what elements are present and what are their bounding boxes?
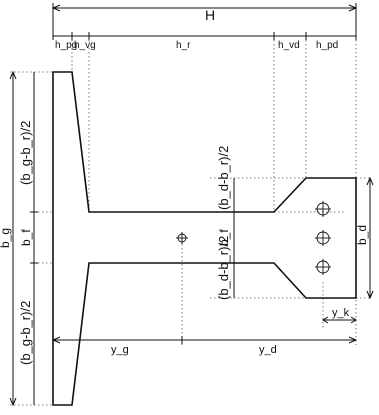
- strand-icon: [315, 259, 331, 275]
- label-h-vd: h_vd: [278, 40, 300, 51]
- label-y-g: y_g: [111, 344, 129, 356]
- label-b-f-mid: b_f: [217, 229, 231, 246]
- label-b-d: b_d: [355, 225, 369, 245]
- label-b-g-minus-b-r-top: (b_g-b_r)/2: [18, 121, 33, 185]
- label-b-g-minus-b-r-bottom: (b_g-b_r)/2: [18, 301, 33, 365]
- label-b-g: b_g: [0, 228, 12, 248]
- label-h-pd: h_pd: [316, 40, 338, 51]
- construction-lines: [71, 40, 357, 345]
- dimension-b-g: [9, 70, 17, 407]
- label-h-pg: h_pg: [55, 40, 77, 51]
- centroid-icon: [176, 232, 188, 244]
- beam-outline: [52, 71, 357, 406]
- dimension-y-k: [322, 316, 357, 324]
- strand-icon: [315, 201, 331, 217]
- strand-icon: [315, 230, 331, 246]
- label-h-r: h_r: [176, 40, 191, 51]
- construction-lines-horizontal: [10, 71, 372, 406]
- label-b-f-left: b_f: [19, 229, 33, 246]
- label-H: H: [205, 7, 215, 23]
- dimension-H: [51, 3, 358, 40]
- label-y-k: y_k: [332, 307, 350, 319]
- dimension-b-d: [366, 176, 374, 300]
- sub-dimension-line: [53, 32, 356, 40]
- label-b-d-minus-b-r-top: (b_d-b_r)/2: [216, 146, 231, 210]
- label-y-d: y_d: [259, 344, 277, 356]
- dimension-y: [51, 336, 358, 344]
- label-b-d-minus-b-r-bottom: (b_d-b_r)/2: [216, 236, 231, 300]
- dimension-mid: [230, 178, 238, 298]
- label-h-vg: h_vg: [74, 40, 96, 51]
- dimension-left-inner: [30, 72, 38, 405]
